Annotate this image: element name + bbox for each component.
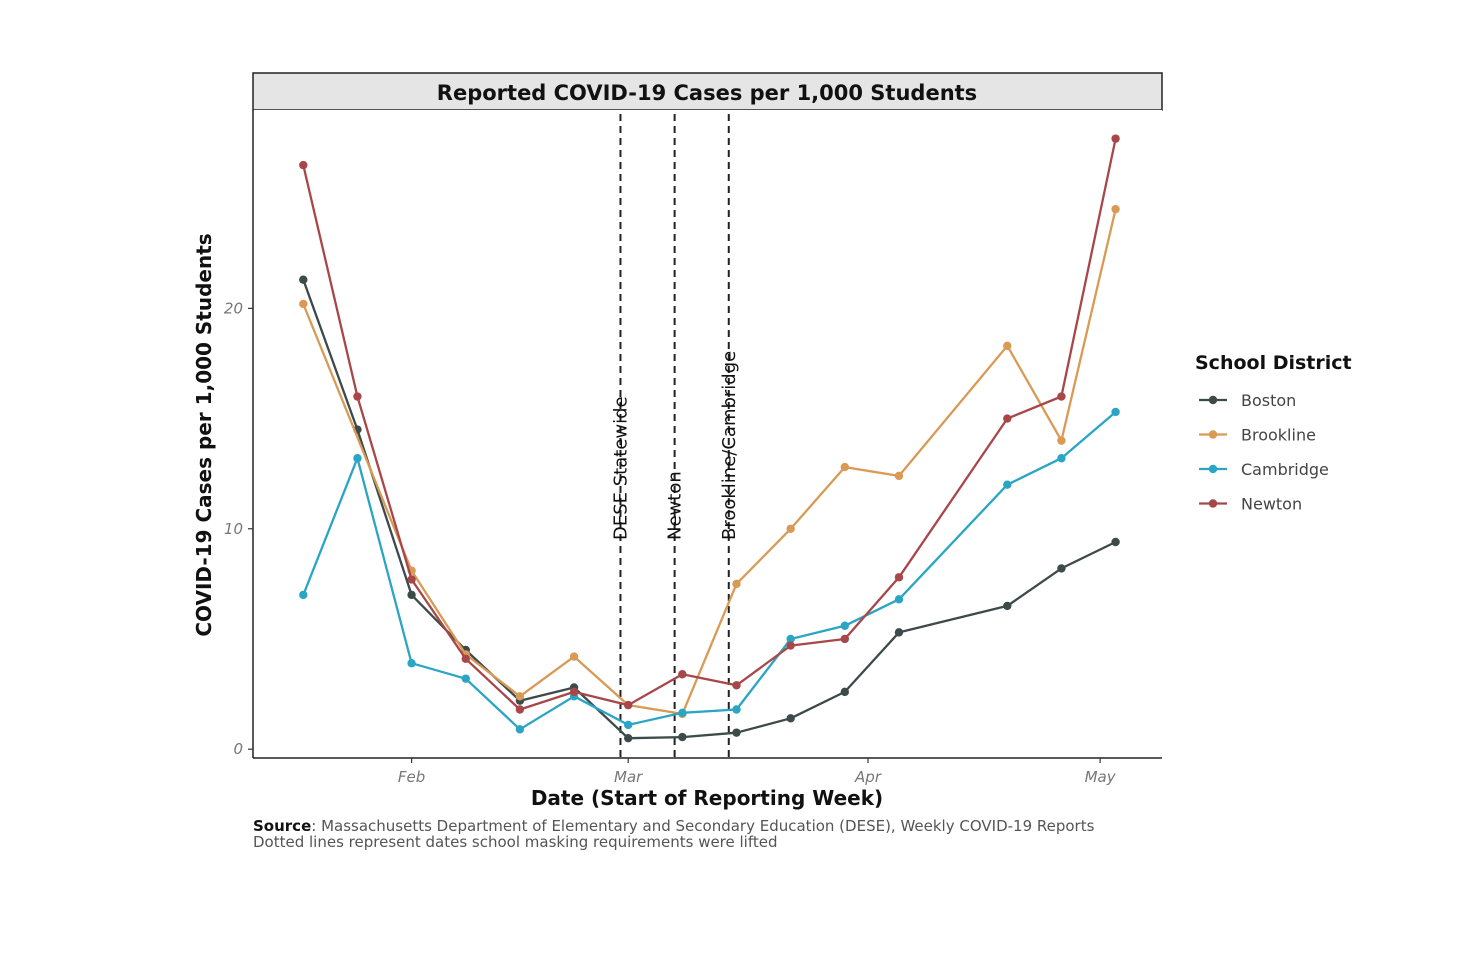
data-point: [894, 471, 904, 481]
mask-lift-line-label: Newton: [665, 471, 686, 540]
data-point: [407, 659, 416, 668]
legend-item-brookline: Brookline: [1199, 426, 1316, 445]
mask-lift-line-label: DESE Statewide: [610, 396, 631, 540]
data-point: [407, 575, 416, 584]
legend-item-cambridge: Cambridge: [1199, 460, 1329, 479]
legend-key-point: [1208, 464, 1218, 474]
legend-title: School District: [1195, 352, 1352, 374]
legend-label: Brookline: [1241, 426, 1316, 445]
data-point: [1111, 134, 1120, 143]
data-point: [1057, 436, 1066, 445]
data-point: [894, 573, 904, 582]
series-group: [299, 134, 1120, 743]
data-point: [1003, 480, 1012, 489]
caption-source-line: Source: Massachusetts Department of Elem…: [253, 818, 1253, 834]
legend-item-newton: Newton: [1199, 495, 1302, 514]
data-point: [515, 725, 525, 734]
data-point: [624, 700, 633, 710]
legend-item-boston: Boston: [1199, 391, 1296, 410]
data-point: [1003, 601, 1012, 611]
series-line: [302, 208, 1117, 716]
data-point: [786, 641, 795, 650]
legend-key-point: [1208, 430, 1218, 439]
data-point: [515, 692, 525, 701]
data-point: [624, 720, 633, 730]
series-newton: [299, 134, 1120, 714]
x-tick-label: Mar: [614, 768, 643, 786]
data-point: [1111, 407, 1120, 417]
y-tick-label: 0: [233, 740, 243, 758]
data-point: [732, 728, 741, 737]
caption-note: Dotted lines represent dates school mask…: [253, 833, 778, 851]
data-point: [1111, 204, 1120, 214]
legend: Boston Brookline Cambridge Newton: [1199, 391, 1329, 514]
legend-label: Newton: [1241, 495, 1302, 514]
x-tick-label: May: [1085, 768, 1117, 786]
data-point: [840, 462, 850, 472]
data-point: [786, 634, 795, 644]
mask-lift-line-label: Brookline/Cambridge: [719, 351, 740, 540]
data-point: [678, 670, 687, 679]
series-boston: [299, 275, 1120, 743]
plot-panel: [253, 110, 1162, 758]
mask-lift-lines: DESE Statewide Newton Brookline/Cambridge: [610, 114, 740, 758]
caption-source-text: : Massachusetts Department of Elementary…: [311, 817, 1095, 835]
data-point: [894, 628, 904, 637]
data-point: [353, 454, 362, 463]
data-point: [786, 714, 795, 723]
y-tick-label: 10: [224, 520, 243, 538]
axis-ticks: 0 10 20 Feb Mar Apr May: [224, 299, 1117, 786]
caption-source-label: Source: [253, 817, 312, 835]
data-point: [1003, 414, 1012, 423]
x-axis-title: Date (Start of Reporting Week): [531, 786, 883, 810]
x-tick-label: Feb: [398, 768, 425, 786]
data-point: [461, 674, 470, 683]
legend-label: Cambridge: [1241, 460, 1329, 479]
data-point: [840, 687, 850, 697]
legend-key-point: [1208, 395, 1218, 405]
data-point: [353, 392, 362, 401]
data-point: [840, 621, 850, 630]
data-point: [569, 652, 579, 661]
data-point: [894, 595, 904, 604]
y-tick-label: 20: [224, 299, 243, 317]
data-point: [678, 732, 687, 742]
data-point: [1057, 564, 1066, 573]
caption: Source: Massachusetts Department of Elem…: [253, 818, 1253, 850]
data-point: [678, 708, 687, 718]
data-point: [407, 590, 416, 600]
legend-label: Boston: [1241, 391, 1296, 410]
data-point: [299, 590, 308, 600]
data-point: [732, 579, 741, 589]
data-point: [299, 299, 308, 309]
data-point: [732, 681, 741, 690]
data-point: [786, 524, 795, 533]
data-point: [1057, 392, 1066, 401]
legend-key-point: [1208, 499, 1218, 508]
data-point: [299, 275, 308, 284]
data-point: [624, 733, 633, 743]
title-strip: [252, 72, 1163, 111]
data-point: [461, 654, 470, 664]
data-point: [1111, 537, 1120, 547]
data-point: [299, 160, 308, 170]
data-point: [1003, 341, 1012, 351]
data-point: [569, 687, 579, 697]
x-tick-label: Apr: [854, 768, 882, 786]
data-point: [732, 705, 741, 714]
data-point: [1057, 454, 1066, 463]
data-point: [515, 705, 525, 714]
data-point: [840, 634, 850, 644]
y-axis-title: COVID-19 Cases per 1,000 Students: [192, 233, 216, 636]
chart-title: Reported COVID-19 Cases per 1,000 Studen…: [437, 81, 977, 105]
